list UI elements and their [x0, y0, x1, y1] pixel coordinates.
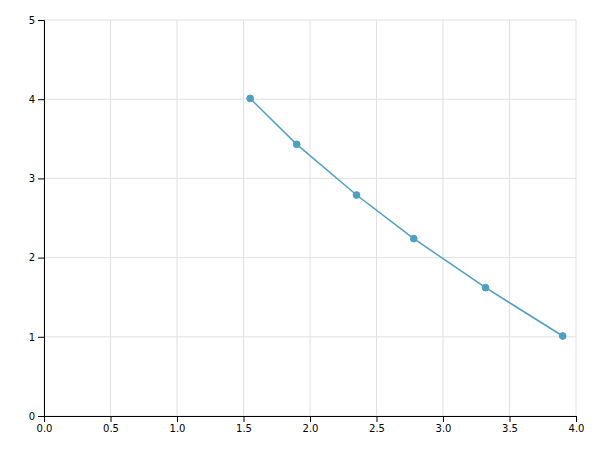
tick-mark: [377, 416, 378, 422]
point: [559, 333, 566, 340]
tick: 1: [29, 332, 44, 343]
tick-label: 3.5: [502, 423, 518, 434]
tick-label: 1.0: [170, 423, 186, 434]
grid-line: [44, 336, 576, 337]
tick-label: 3.0: [436, 423, 452, 434]
grid-line: [44, 20, 576, 21]
x-axis: 0.0 0.5 1.0 1.5 2.0 2.5 3.0 3.5 4.0: [37, 416, 585, 434]
grid-line: [443, 20, 444, 416]
tick-mark: [177, 416, 178, 422]
tick: 3: [29, 173, 44, 184]
tick-mark: [244, 416, 245, 422]
tick: 1.5: [236, 416, 252, 434]
tick: 3.0: [436, 416, 452, 434]
tick-mark: [38, 258, 44, 259]
grid-line: [376, 20, 377, 416]
tick: 1.0: [170, 416, 186, 434]
tick: 0: [29, 411, 44, 422]
grid-line: [310, 20, 311, 416]
tick: 2.0: [303, 416, 319, 434]
chart: 0.0 0.5 1.0 1.5 2.0 2.5 3.0 3.5 4.0 0 1 2 3 4 5: [0, 0, 600, 450]
grid-line: [110, 20, 111, 416]
point: [410, 235, 417, 242]
tick-mark: [38, 416, 44, 417]
marks: [247, 95, 566, 339]
tick-label: 4: [29, 94, 35, 105]
tick-mark: [38, 178, 44, 179]
y-axis: 0 1 2 3 4 5: [29, 15, 45, 422]
grid-line: [509, 20, 510, 416]
grid-line: [44, 99, 576, 100]
tick: 4.0: [569, 416, 585, 434]
tick: 0.0: [37, 416, 53, 434]
tick: 5: [29, 15, 44, 26]
x-axis-line: [45, 417, 577, 423]
tick-label: 1: [29, 332, 35, 343]
tick: 2: [29, 252, 44, 263]
tick-mark: [38, 99, 44, 100]
point: [293, 141, 300, 148]
tick-mark: [576, 416, 577, 422]
tick-label: 3: [29, 173, 35, 184]
tick-label: 0: [29, 411, 35, 422]
grid: [44, 20, 576, 416]
tick-label: 0.0: [37, 423, 53, 434]
grid-line: [44, 178, 576, 179]
grid-line: [177, 20, 178, 416]
tick-label: 0.5: [103, 423, 119, 434]
tick-mark: [510, 416, 511, 422]
tick-mark: [111, 416, 112, 422]
line: [250, 98, 563, 336]
grid-line: [243, 20, 244, 416]
tick-label: 2.5: [369, 423, 385, 434]
point: [353, 192, 360, 199]
plot: 0.0 0.5 1.0 1.5 2.0 2.5 3.0 3.5 4.0 0 1 2 3 4 5: [29, 15, 585, 434]
tick: 3.5: [502, 416, 518, 434]
tick-label: 2.0: [303, 423, 319, 434]
tick-mark: [310, 416, 311, 422]
grid-line: [44, 257, 576, 258]
tick-mark: [38, 20, 44, 21]
tick-mark: [443, 416, 444, 422]
tick-mark: [38, 337, 44, 338]
point: [482, 284, 489, 291]
tick-label: 2: [29, 252, 35, 263]
tick-label: 1.5: [236, 423, 252, 434]
y-axis-line: [38, 21, 45, 417]
grid-line: [576, 20, 577, 416]
tick-label: 5: [29, 15, 35, 26]
tick: 2.5: [369, 416, 385, 434]
point: [247, 95, 254, 102]
tick-label: 4.0: [569, 423, 585, 434]
tick: 4: [29, 94, 44, 105]
tick: 0.5: [103, 416, 119, 434]
